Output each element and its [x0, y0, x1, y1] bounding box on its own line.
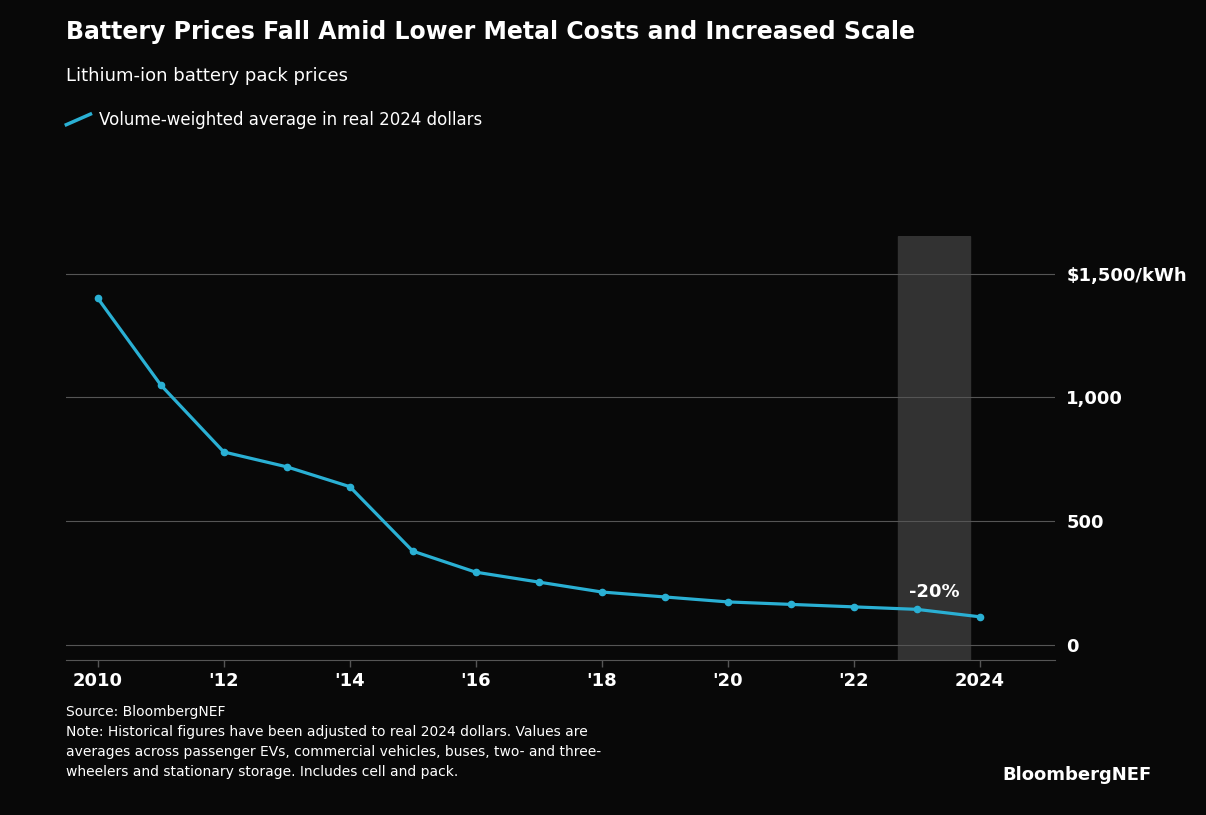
Text: Battery Prices Fall Amid Lower Metal Costs and Increased Scale: Battery Prices Fall Amid Lower Metal Cos… [66, 20, 915, 44]
Text: Volume-weighted average in real 2024 dollars: Volume-weighted average in real 2024 dol… [99, 111, 482, 129]
Text: Lithium-ion battery pack prices: Lithium-ion battery pack prices [66, 67, 349, 85]
Bar [897, 236, 970, 660]
Text: -20%: -20% [909, 583, 960, 601]
Text: BloombergNEF: BloombergNEF [1002, 766, 1152, 784]
Text: Source: BloombergNEF
Note: Historical figures have been adjusted to real 2024 do: Source: BloombergNEF Note: Historical fi… [66, 705, 602, 779]
